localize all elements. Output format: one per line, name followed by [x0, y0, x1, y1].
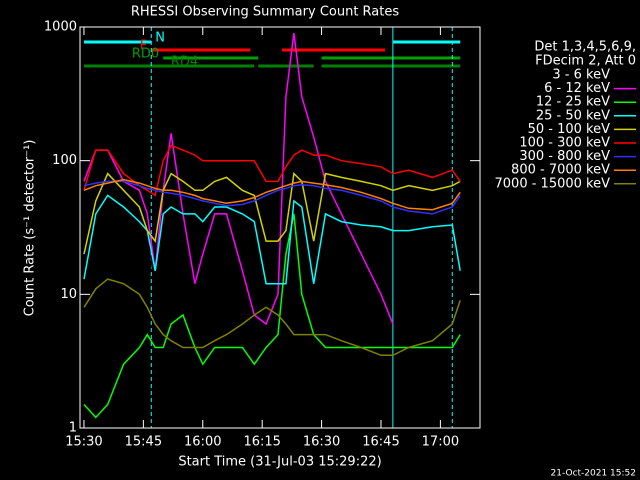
x-tick-label: 16:30: [303, 435, 340, 450]
legend-label: 25 - 50 keV: [536, 108, 610, 123]
x-tick-label: 17:00: [422, 435, 459, 450]
legend-label: 800 - 7000 keV: [511, 163, 610, 178]
flag-label: F: [140, 39, 147, 54]
x-axis-label: Start Time (31-Jul-03 15:29:22): [178, 455, 381, 470]
legend-title: FDecim 2, Att 0: [535, 54, 636, 69]
x-tick-label: 16:15: [243, 435, 280, 450]
series-line: [83, 278, 461, 357]
legend-label: 6 - 12 keV: [544, 81, 610, 96]
legend-label: 12 - 25 keV: [536, 95, 610, 110]
footer: 21-Oct-2021 15:52: [551, 469, 636, 479]
series-line: [83, 213, 461, 419]
y-tick-label: 100: [52, 153, 77, 168]
flag-label: RD0: [132, 47, 159, 62]
x-tick-label: 15:45: [125, 435, 162, 450]
series-line: [83, 33, 394, 326]
legend-title: Det 1,3,4,5,6,9,: [534, 40, 636, 55]
x-tick-label: 16:45: [362, 435, 399, 450]
flag-label: RD4: [171, 55, 198, 70]
x-tick-label: 16:00: [184, 435, 221, 450]
series-line: [83, 178, 461, 211]
legend-label: 100 - 300 keV: [519, 136, 610, 151]
y-tick-label: 1000: [44, 20, 77, 35]
legend-label: 50 - 100 keV: [528, 122, 611, 137]
legend-label: 7000 - 15000 keV: [495, 176, 611, 191]
series-line: [83, 144, 461, 197]
x-tick-label: 15:30: [65, 435, 102, 450]
y-tick-label: 1: [69, 421, 77, 436]
chart-title: RHESSI Observing Summary Count Rates: [131, 5, 400, 20]
legend-label: 300 - 800 keV: [519, 149, 610, 164]
legend-label: 3 - 6 keV: [552, 68, 610, 83]
y-tick-label: 10: [60, 287, 77, 302]
plot-frame: [79, 26, 481, 429]
flag-label: N: [155, 31, 165, 46]
series-line: [83, 172, 461, 255]
y-axis-label: Count Rate (s⁻¹ detector⁻¹): [23, 140, 38, 317]
series-line: [83, 180, 461, 215]
